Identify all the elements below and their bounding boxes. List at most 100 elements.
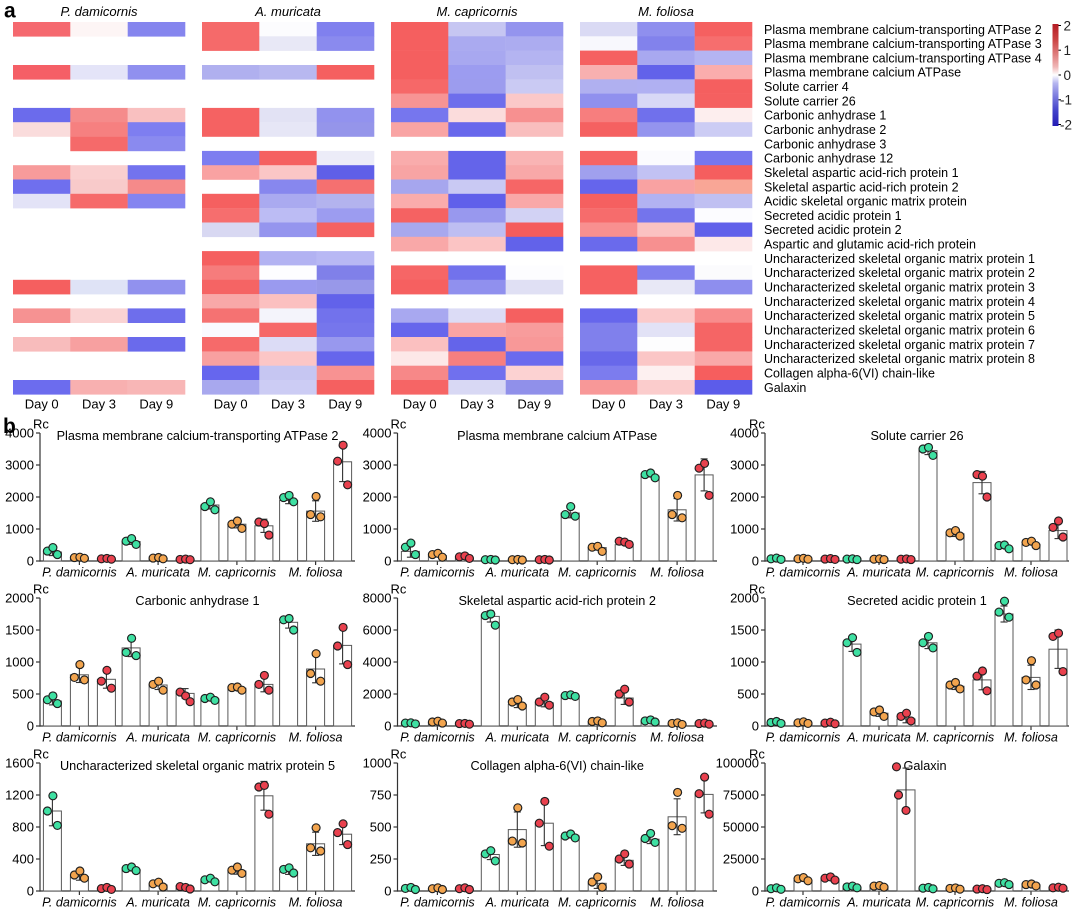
svg-text:M. foliosa: M. foliosa <box>650 896 704 910</box>
svg-text:Carbonic anhydrase 2: Carbonic anhydrase 2 <box>764 123 886 137</box>
svg-text:Carbonic anhydrase 12: Carbonic anhydrase 12 <box>764 152 893 166</box>
svg-text:0: 0 <box>752 554 759 569</box>
svg-text:100000: 100000 <box>716 756 759 771</box>
svg-text:Secreted acidic protein 1: Secreted acidic protein 1 <box>847 594 987 608</box>
svg-text:Day 0: Day 0 <box>403 397 437 412</box>
svg-text:750: 750 <box>370 788 392 803</box>
svg-text:Galaxin: Galaxin <box>764 381 806 395</box>
svg-text:Plasma membrane calcium ATPase: Plasma membrane calcium ATPase <box>457 429 657 443</box>
svg-text:-2: -2 <box>1060 117 1072 132</box>
svg-text:500: 500 <box>370 820 392 835</box>
svg-text:Day 9: Day 9 <box>517 397 551 412</box>
svg-text:Carbonic anhydrase 1: Carbonic anhydrase 1 <box>135 594 259 608</box>
svg-text:0: 0 <box>752 884 759 899</box>
svg-text:0: 0 <box>384 884 391 899</box>
svg-text:M. capricornis: M. capricornis <box>558 896 637 910</box>
svg-text:1000: 1000 <box>363 756 392 771</box>
svg-text:1200: 1200 <box>5 788 34 803</box>
svg-text:Uncharacterized skeletal organ: Uncharacterized skeletal organic matrix … <box>764 309 1035 323</box>
svg-text:0: 0 <box>384 719 391 734</box>
svg-text:Day 3: Day 3 <box>82 397 116 412</box>
svg-text:4000: 4000 <box>363 655 392 670</box>
svg-text:M. foliosa: M. foliosa <box>638 4 694 19</box>
svg-text:M. foliosa: M. foliosa <box>650 731 704 745</box>
svg-text:a: a <box>4 0 16 23</box>
svg-text:800: 800 <box>12 820 34 835</box>
svg-text:Rc: Rc <box>391 747 407 762</box>
svg-text:A. muricata: A. muricata <box>484 731 549 745</box>
svg-text:Solute carrier 26: Solute carrier 26 <box>870 429 963 443</box>
svg-text:A. muricata: A. muricata <box>125 731 190 745</box>
svg-text:P. damicornis: P. damicornis <box>42 566 117 580</box>
svg-text:P. damicornis: P. damicornis <box>400 896 475 910</box>
svg-text:1000: 1000 <box>730 522 759 537</box>
svg-text:Day 3: Day 3 <box>271 397 305 412</box>
svg-text:1: 1 <box>1064 43 1072 58</box>
svg-text:2000: 2000 <box>5 490 34 505</box>
svg-text:b: b <box>3 415 16 438</box>
svg-text:Skeletal aspartic acid-rich pr: Skeletal aspartic acid-rich protein 1 <box>764 166 959 180</box>
svg-text:1000: 1000 <box>363 522 392 537</box>
svg-text:Rc: Rc <box>33 417 49 432</box>
svg-text:4000: 4000 <box>5 426 34 441</box>
svg-text:Day 0: Day 0 <box>25 397 59 412</box>
svg-text:A. muricata: A. muricata <box>846 566 911 580</box>
svg-text:Skeletal aspartic acid-rich pr: Skeletal aspartic acid-rich protein 2 <box>764 180 959 194</box>
svg-text:Rc: Rc <box>33 747 49 762</box>
svg-text:Day 0: Day 0 <box>214 397 248 412</box>
svg-text:0: 0 <box>27 554 34 569</box>
svg-text:75000: 75000 <box>723 788 759 803</box>
svg-text:Collagen alpha-6(VI) chain-lik: Collagen alpha-6(VI) chain-like <box>764 366 935 380</box>
svg-text:P. damicornis: P. damicornis <box>400 566 475 580</box>
svg-text:Galaxin: Galaxin <box>903 759 946 773</box>
svg-text:Carbonic anhydrase 1: Carbonic anhydrase 1 <box>764 109 886 123</box>
svg-text:Rc: Rc <box>749 582 765 597</box>
svg-text:M. capricornis: M. capricornis <box>916 566 995 580</box>
svg-text:2000: 2000 <box>363 490 392 505</box>
svg-text:Day 9: Day 9 <box>139 397 173 412</box>
svg-text:Day 0: Day 0 <box>592 397 626 412</box>
svg-text:3000: 3000 <box>5 458 34 473</box>
svg-text:Uncharacterized skeletal organ: Uncharacterized skeletal organic matrix … <box>764 252 1035 266</box>
svg-text:M. capricornis: M. capricornis <box>198 731 277 745</box>
svg-text:M. foliosa: M. foliosa <box>289 896 343 910</box>
svg-text:Rc: Rc <box>33 582 49 597</box>
svg-text:A. muricata: A. muricata <box>846 896 911 910</box>
svg-text:P. damicornis: P. damicornis <box>42 896 117 910</box>
svg-text:M. foliosa: M. foliosa <box>289 731 343 745</box>
svg-text:A. muricata: A. muricata <box>846 731 911 745</box>
svg-text:Day 9: Day 9 <box>328 397 362 412</box>
svg-text:Rc: Rc <box>391 417 407 432</box>
svg-text:1000: 1000 <box>730 655 759 670</box>
svg-text:250: 250 <box>370 852 392 867</box>
svg-text:Secreted acidic protein 2: Secreted acidic protein 2 <box>764 223 902 237</box>
svg-text:Rc: Rc <box>749 417 765 432</box>
svg-text:Uncharacterized skeletal organ: Uncharacterized skeletal organic matrix … <box>764 295 1035 309</box>
svg-text:M. foliosa: M. foliosa <box>1004 731 1058 745</box>
svg-text:1000: 1000 <box>5 655 34 670</box>
svg-text:0: 0 <box>384 554 391 569</box>
svg-text:6000: 6000 <box>363 623 392 638</box>
svg-text:0: 0 <box>27 884 34 899</box>
svg-text:0: 0 <box>752 719 759 734</box>
svg-text:A. muricata: A. muricata <box>254 4 321 19</box>
svg-text:Uncharacterized skeletal organ: Uncharacterized skeletal organic matrix … <box>764 266 1035 280</box>
svg-text:A. muricata: A. muricata <box>484 896 549 910</box>
svg-text:500: 500 <box>737 687 759 702</box>
svg-text:-1: -1 <box>1060 93 1072 108</box>
svg-text:3000: 3000 <box>730 458 759 473</box>
svg-text:M. foliosa: M. foliosa <box>289 566 343 580</box>
svg-text:P. damicornis: P. damicornis <box>766 566 841 580</box>
svg-text:P. damicornis: P. damicornis <box>60 4 138 19</box>
svg-text:0: 0 <box>1064 68 1072 83</box>
svg-text:M. capricornis: M. capricornis <box>198 566 277 580</box>
svg-text:Day 3: Day 3 <box>460 397 494 412</box>
svg-text:1600: 1600 <box>5 756 34 771</box>
svg-text:500: 500 <box>12 687 34 702</box>
svg-text:Plasma membrane calcium-transp: Plasma membrane calcium-transporting ATP… <box>57 429 339 443</box>
svg-text:4000: 4000 <box>730 426 759 441</box>
svg-text:1500: 1500 <box>730 623 759 638</box>
svg-text:Uncharacterized skeletal organ: Uncharacterized skeletal organic matrix … <box>764 281 1035 295</box>
svg-text:M. capricornis: M. capricornis <box>558 566 637 580</box>
svg-text:M. foliosa: M. foliosa <box>1004 566 1058 580</box>
